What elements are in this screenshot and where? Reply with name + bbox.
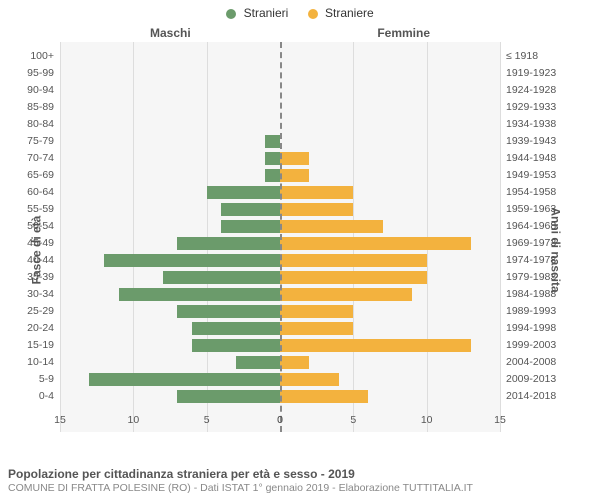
x-tick-label: 15	[54, 414, 66, 426]
legend: Stranieri Straniere	[0, 0, 600, 20]
birth-label: 1999-2003	[506, 337, 556, 354]
birth-label: 1994-1998	[506, 320, 556, 337]
age-label: 55-59	[27, 201, 54, 218]
x-tick-label: 10	[127, 414, 139, 426]
gridline	[500, 42, 501, 432]
bar-male	[192, 339, 280, 352]
x-tick-label: 5	[350, 414, 356, 426]
bar-male	[177, 390, 280, 403]
bar-female	[280, 169, 309, 182]
birth-label: 1959-1963	[506, 201, 556, 218]
age-label: 10-14	[27, 354, 54, 371]
birth-label: 1969-1973	[506, 235, 556, 252]
bar-male	[221, 220, 280, 233]
center-line	[280, 42, 282, 432]
legend-male: Stranieri	[226, 6, 288, 20]
legend-label-female: Straniere	[325, 6, 374, 20]
bar-male	[119, 288, 280, 301]
bar-male	[163, 271, 280, 284]
age-label: 85-89	[27, 99, 54, 116]
age-label: 30-34	[27, 286, 54, 303]
bar-female	[280, 271, 427, 284]
bar-female	[280, 356, 309, 369]
age-label: 5-9	[39, 371, 54, 388]
birth-label: 1924-1928	[506, 82, 556, 99]
bar-female	[280, 322, 353, 335]
age-label: 35-39	[27, 269, 54, 286]
plot-area: 100+≤ 191895-991919-192390-941924-192885…	[60, 42, 500, 432]
bar-female	[280, 339, 471, 352]
bar-female	[280, 203, 353, 216]
bar-female	[280, 288, 412, 301]
bar-male	[192, 322, 280, 335]
age-label: 25-29	[27, 303, 54, 320]
birth-label: 1964-1968	[506, 218, 556, 235]
x-tick-label: 15	[494, 414, 506, 426]
age-label: 60-64	[27, 184, 54, 201]
bar-female	[280, 254, 427, 267]
bar-female	[280, 237, 471, 250]
bar-male	[104, 254, 280, 267]
age-label: 15-19	[27, 337, 54, 354]
x-tick-label: 0	[277, 414, 283, 426]
header-male: Maschi	[150, 26, 191, 40]
bar-male	[265, 169, 280, 182]
birth-label: 1984-1988	[506, 286, 556, 303]
x-tick-label: 5	[204, 414, 210, 426]
bar-male	[265, 135, 280, 148]
birth-label: ≤ 1918	[506, 48, 538, 65]
bar-male	[265, 152, 280, 165]
birth-label: 1989-1993	[506, 303, 556, 320]
chart-subtitle: COMUNE DI FRATTA POLESINE (RO) - Dati IS…	[8, 482, 592, 494]
birth-label: 1919-1923	[506, 65, 556, 82]
legend-label-male: Stranieri	[244, 6, 289, 20]
bar-male	[177, 237, 280, 250]
bar-male	[89, 373, 280, 386]
age-label: 45-49	[27, 235, 54, 252]
bar-male	[177, 305, 280, 318]
age-label: 75-79	[27, 133, 54, 150]
bar-female	[280, 152, 309, 165]
birth-label: 1934-1938	[506, 116, 556, 133]
age-label: 65-69	[27, 167, 54, 184]
bar-female	[280, 186, 353, 199]
birth-label: 1954-1958	[506, 184, 556, 201]
birth-label: 1949-1953	[506, 167, 556, 184]
bar-female	[280, 373, 339, 386]
legend-swatch-male	[226, 9, 236, 19]
age-label: 95-99	[27, 65, 54, 82]
birth-label: 1974-1978	[506, 252, 556, 269]
x-axis: 151050051015	[60, 410, 500, 432]
birth-label: 2004-2008	[506, 354, 556, 371]
bar-female	[280, 390, 368, 403]
bar-female	[280, 305, 353, 318]
birth-label: 2009-2013	[506, 371, 556, 388]
birth-label: 1979-1983	[506, 269, 556, 286]
legend-female: Straniere	[308, 6, 374, 20]
chart-title: Popolazione per cittadinanza straniera p…	[8, 467, 592, 481]
chart-container: Stranieri Straniere Maschi Femmine Fasce…	[0, 0, 600, 500]
age-label: 50-54	[27, 218, 54, 235]
chart-footer: Popolazione per cittadinanza straniera p…	[8, 467, 592, 494]
bar-male	[221, 203, 280, 216]
bar-female	[280, 220, 383, 233]
age-label: 100+	[30, 48, 54, 65]
age-label: 20-24	[27, 320, 54, 337]
birth-label: 2014-2018	[506, 388, 556, 405]
birth-label: 1939-1943	[506, 133, 556, 150]
birth-label: 1929-1933	[506, 99, 556, 116]
legend-swatch-female	[308, 9, 318, 19]
age-label: 0-4	[39, 388, 54, 405]
header-female: Femmine	[377, 26, 430, 40]
age-label: 90-94	[27, 82, 54, 99]
bar-male	[207, 186, 280, 199]
x-tick-label: 10	[421, 414, 433, 426]
age-label: 70-74	[27, 150, 54, 167]
birth-label: 1944-1948	[506, 150, 556, 167]
bar-male	[236, 356, 280, 369]
age-label: 80-84	[27, 116, 54, 133]
age-label: 40-44	[27, 252, 54, 269]
